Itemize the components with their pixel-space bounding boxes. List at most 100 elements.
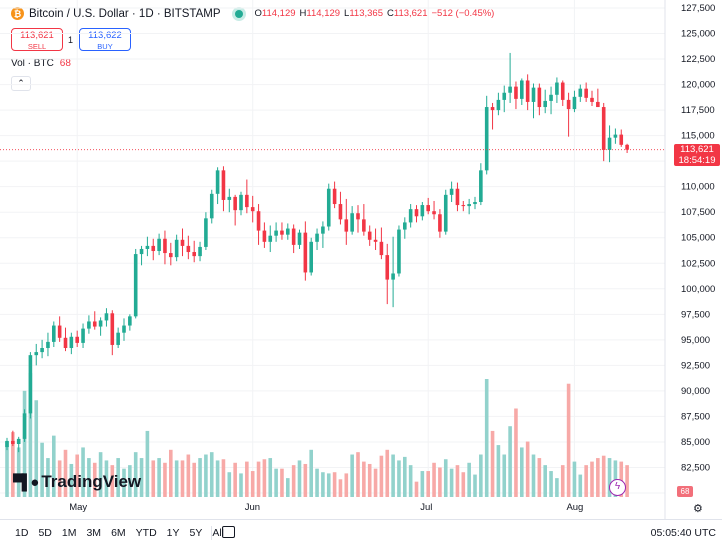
tradingview-logo-text: TradingView	[41, 472, 142, 491]
sell-button[interactable]: 113,621 SELL	[11, 28, 63, 51]
volume-bar	[63, 449, 68, 497]
candle-body	[537, 87, 542, 108]
candle-body	[286, 228, 290, 235]
volume-bar	[625, 465, 629, 497]
volume-bar	[525, 441, 530, 497]
volume-bar	[92, 462, 97, 497]
timeframe-button-all[interactable]: All	[212, 527, 225, 539]
volume-bar	[455, 465, 460, 497]
candle-body	[397, 229, 401, 274]
candle-body	[520, 80, 524, 99]
ohlc-item: C113,621	[387, 8, 428, 19]
volume-value: 68	[59, 58, 71, 69]
buy-button[interactable]: 113,622 BUY	[79, 28, 131, 51]
candle-body	[426, 205, 430, 212]
volume-bar	[22, 390, 27, 497]
timeframe-button-1d[interactable]: 1D	[15, 527, 29, 539]
candle-body	[198, 246, 202, 257]
volume-bar	[145, 430, 150, 497]
settings-icon[interactable]: ⚙	[693, 503, 703, 515]
volume-bar	[537, 458, 542, 497]
candle-body	[274, 230, 278, 236]
candle-body	[280, 230, 284, 235]
candle-body	[601, 107, 606, 150]
utc-clock[interactable]: 05:05:40 UTC	[650, 527, 716, 539]
candle-body	[110, 313, 115, 345]
candle-body	[560, 82, 565, 100]
volume-bar	[245, 461, 249, 497]
candle-body	[297, 232, 302, 245]
volume-bar	[572, 461, 577, 497]
candle-body	[157, 238, 161, 252]
volume-bar	[239, 473, 243, 497]
price-tick-label: 105,000	[681, 233, 715, 244]
candle-body	[28, 355, 33, 414]
candle-body	[57, 325, 62, 338]
volume-bar	[28, 373, 33, 497]
timeframe-button-1m[interactable]: 1M	[61, 527, 77, 539]
ohlc-key: C	[386, 8, 394, 19]
candle-body	[338, 204, 343, 220]
sell-price: 113,621	[20, 30, 54, 41]
volume-bar	[344, 473, 349, 497]
candle-body	[321, 226, 325, 234]
price-chart[interactable]: 127,500 125,000 122,500 120,000 117,500 115,0…	[0, 0, 722, 519]
buy-price: 113,622	[88, 30, 122, 41]
volume-bar	[397, 460, 401, 497]
calendar-icon[interactable]	[222, 526, 235, 538]
volume-bar	[549, 471, 553, 497]
candle-body	[578, 88, 583, 97]
candle-body	[584, 88, 588, 98]
timeframe-button-3m[interactable]: 3M	[86, 527, 102, 539]
volume-bar	[34, 400, 39, 497]
candle-body	[98, 320, 103, 327]
candle-body	[514, 86, 518, 99]
ohlc-item: H114,129	[300, 8, 341, 19]
timeframe-button-6m[interactable]: 6M	[111, 527, 126, 539]
price-tick-label: 100,000	[681, 284, 715, 295]
candle-body	[309, 241, 313, 273]
lightning-icon[interactable]: ϟ	[609, 479, 626, 496]
volume-bar	[192, 462, 196, 497]
candle-body	[420, 205, 425, 217]
candle-body	[625, 144, 629, 150]
candle-body	[209, 193, 214, 219]
volume-bar	[508, 426, 512, 497]
volume-legend[interactable]: Vol · BTC 68	[11, 58, 71, 69]
time-axis: May Jun Jul Aug	[69, 502, 583, 513]
candle-body	[174, 239, 179, 258]
candle-body	[221, 170, 226, 200]
ohlc-value: 113,621	[393, 8, 428, 19]
candle-body	[180, 239, 185, 246]
price-tick-label: 122,500	[681, 54, 715, 65]
collapse-legend-button[interactable]: ⌃	[11, 76, 31, 91]
candle-body	[408, 209, 413, 223]
volume-bar	[40, 442, 44, 497]
candle-body	[139, 248, 144, 255]
candle-body	[566, 99, 571, 110]
candle-body	[438, 214, 442, 232]
candle-body	[449, 188, 454, 195]
buy-label: BUY	[97, 42, 113, 51]
volume-bar	[338, 479, 343, 497]
volume-bar	[280, 468, 284, 497]
timeframe-button-ytd[interactable]: YTD	[135, 527, 157, 539]
ohlc-value: 114,129	[261, 8, 296, 19]
volume-bar	[163, 462, 167, 497]
volume-bar	[297, 460, 302, 497]
market-status-icon[interactable]	[234, 9, 243, 18]
ohlc-key: O	[254, 8, 262, 19]
candle-body	[104, 313, 109, 321]
candle-body	[75, 336, 79, 343]
volume-bar	[227, 472, 232, 497]
volume-bar	[326, 473, 331, 497]
timeframe-button-5d[interactable]: 5D	[38, 527, 52, 539]
timeframe-button-5y[interactable]: 5Y	[189, 527, 203, 539]
volume-bar	[473, 474, 477, 497]
tradingview-logo[interactable]: ▀▌● TradingView	[13, 472, 141, 492]
candle-body	[619, 134, 624, 145]
time-tick-label: May	[69, 502, 87, 513]
timeframe-button-1y[interactable]: 1Y	[166, 527, 180, 539]
volume-bar	[209, 452, 214, 497]
volume-bar	[221, 459, 226, 497]
